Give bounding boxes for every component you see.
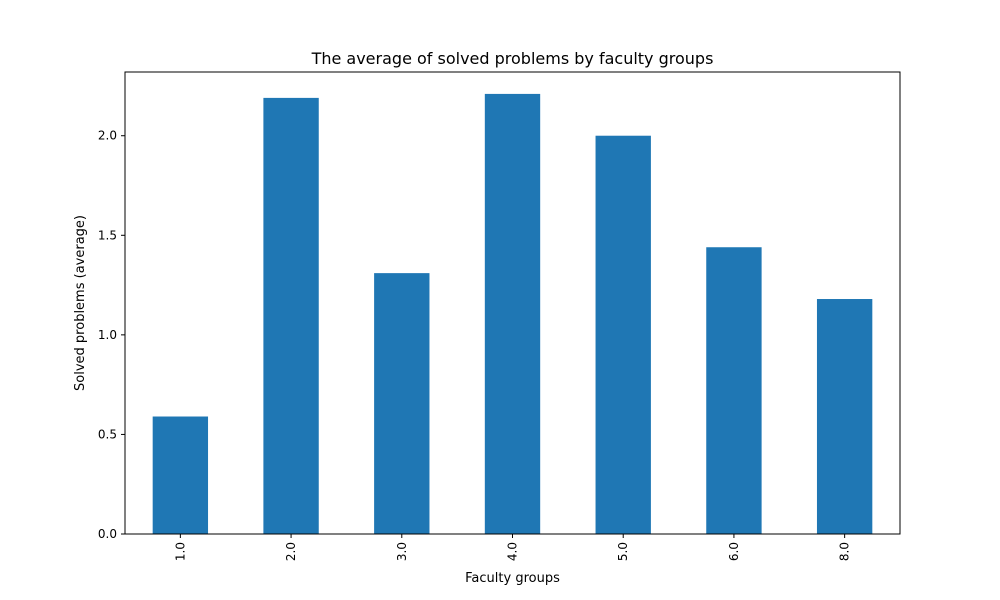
- bar-6-0: [706, 247, 762, 535]
- x-tick-label: 3.0: [395, 542, 409, 561]
- x-tick-label: 6.0: [727, 542, 741, 561]
- y-tick-label: 2.0: [98, 129, 117, 143]
- y-tick-label: 0.0: [98, 527, 117, 541]
- x-tick-label: 1.0: [173, 542, 187, 561]
- y-tick-label: 1.0: [98, 328, 117, 342]
- bar-3-0: [374, 273, 430, 534]
- x-tick-label: 2.0: [284, 542, 298, 561]
- x-axis-label: Faculty groups: [465, 571, 560, 586]
- chart-title: The average of solved problems by facult…: [311, 49, 714, 68]
- bar-5-0: [595, 135, 651, 534]
- x-tick-label: 8.0: [838, 542, 852, 561]
- x-axis: 1.0 2.0 3.0 4.0 5.0 6.0 8.0: [173, 534, 852, 561]
- x-tick-label: 4.0: [506, 542, 520, 561]
- bars-layer: [152, 93, 873, 535]
- y-axis: 0.0 0.5 1.0 1.5 2.0: [98, 129, 125, 541]
- bar-2-0: [263, 97, 319, 534]
- y-tick-label: 0.5: [98, 427, 117, 441]
- y-axis-label: Solved problems (average): [73, 215, 88, 391]
- bar-1-0: [152, 416, 209, 534]
- y-tick-label: 1.5: [98, 228, 117, 242]
- plot-frame: [124, 71, 901, 535]
- bar-4-0: [484, 93, 541, 534]
- bar-8-0: [816, 299, 873, 534]
- x-tick-label: 5.0: [616, 542, 630, 561]
